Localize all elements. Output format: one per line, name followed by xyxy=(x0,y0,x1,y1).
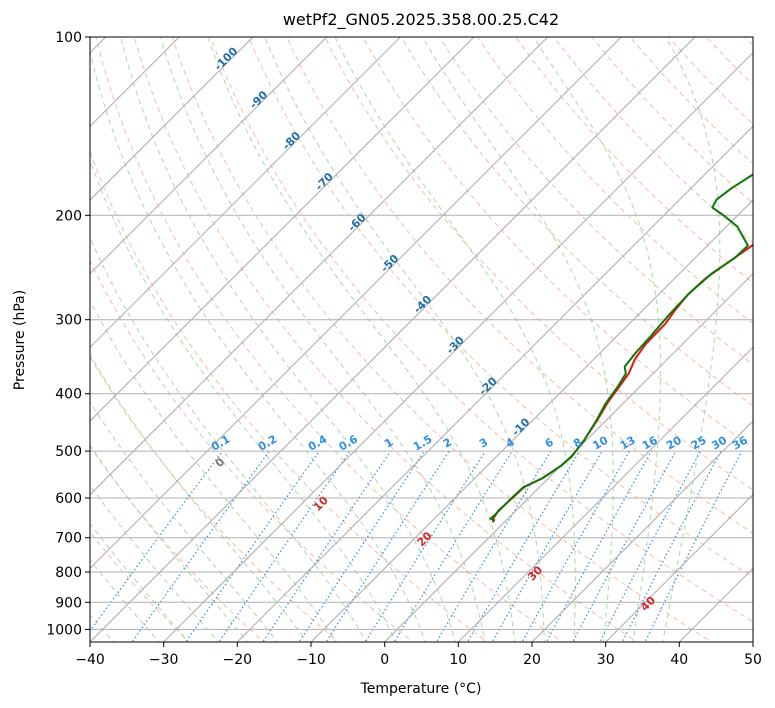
dry-adiabat xyxy=(286,37,753,534)
dry-adiabat xyxy=(209,37,753,623)
y-axis-title: Pressure (hPa) xyxy=(12,290,28,390)
isotherm-line xyxy=(457,346,753,642)
mixing-ratio-line xyxy=(393,450,513,642)
isotherm-line xyxy=(90,37,623,570)
isotherm-line xyxy=(90,37,254,201)
isotherm-line xyxy=(90,37,328,275)
y-tick-label: 800 xyxy=(55,565,82,581)
moist-adiabat xyxy=(662,37,721,642)
isotherm-line xyxy=(90,37,475,422)
mixing-ratio-line xyxy=(185,450,320,642)
dry-adiabat xyxy=(171,37,713,642)
x-tick-label: −10 xyxy=(296,652,326,668)
x-tick-label: 30 xyxy=(597,652,615,668)
y-tick-label: 600 xyxy=(55,491,82,507)
x-tick-label: 20 xyxy=(523,652,541,668)
y-axis: 100 200 300 400 500 600 700 800 900 1000 xyxy=(46,30,90,638)
y-tick-label: 400 xyxy=(55,387,82,403)
isotherm-line xyxy=(383,272,753,642)
isotherm-line xyxy=(90,37,402,349)
moist-adiabat xyxy=(207,37,516,642)
profiles xyxy=(489,173,753,523)
mixing-ratio-line xyxy=(131,450,270,642)
isotherm-line xyxy=(162,51,753,642)
moist-adiabat xyxy=(532,37,662,642)
moist-adiabat xyxy=(120,37,456,642)
mixing-ratio-line xyxy=(466,450,580,642)
moist-adiabat xyxy=(160,37,486,642)
y-tick-label: 100 xyxy=(55,30,82,46)
isotherm-line xyxy=(90,37,696,642)
y-tick-label: 300 xyxy=(55,313,82,329)
x-axis-title: Temperature (°C) xyxy=(360,681,482,697)
isotherm-line xyxy=(604,493,753,642)
isotherm-line xyxy=(90,37,549,496)
dry-adiabat xyxy=(324,37,753,491)
dry-adiabat xyxy=(90,150,489,642)
x-tick-label: 50 xyxy=(744,652,762,668)
moist-adiabat xyxy=(422,37,614,642)
mixing-ratio-line xyxy=(325,450,450,642)
plot-frame xyxy=(89,36,754,643)
x-tick-label: −30 xyxy=(149,652,179,668)
pressure-grid xyxy=(90,37,753,630)
x-tick-label: −40 xyxy=(75,652,105,668)
y-tick-label: 900 xyxy=(55,595,82,611)
isotherm-line xyxy=(310,199,753,642)
x-axis: −40 −30 −20 −10 0 10 20 30 40 50 xyxy=(75,642,762,668)
chart-title: wetPf2_GN05.2025.358.00.25.C42 xyxy=(283,10,559,30)
mixing-ratio-line xyxy=(298,450,425,642)
moist-adiabat xyxy=(90,353,308,642)
x-tick-label: 0 xyxy=(380,652,389,668)
mixing-ratio-line xyxy=(90,450,223,632)
mixing-ratio-line xyxy=(621,450,722,642)
mixing-ratio-line xyxy=(218,450,351,642)
y-tick-label: 200 xyxy=(55,208,82,224)
dry-adiabat xyxy=(400,37,753,407)
mixing-ratio-line xyxy=(262,450,392,642)
x-tick-label: 10 xyxy=(449,652,467,668)
x-tick-label: 40 xyxy=(670,652,688,668)
moist-adiabat xyxy=(334,37,576,642)
dewpoint-profile xyxy=(489,173,753,522)
x-tick-label: −20 xyxy=(223,652,253,668)
dry-adiabat xyxy=(248,37,753,578)
moist-adiabat xyxy=(264,37,545,642)
isotherm-line xyxy=(531,420,753,642)
isotherm-line xyxy=(236,125,753,642)
y-tick-label: 1000 xyxy=(46,622,82,638)
y-tick-label: 700 xyxy=(55,531,82,547)
y-tick-label: 500 xyxy=(55,444,82,460)
mixing-ratio-line xyxy=(599,450,702,642)
mixing-ratio-line xyxy=(572,450,677,642)
